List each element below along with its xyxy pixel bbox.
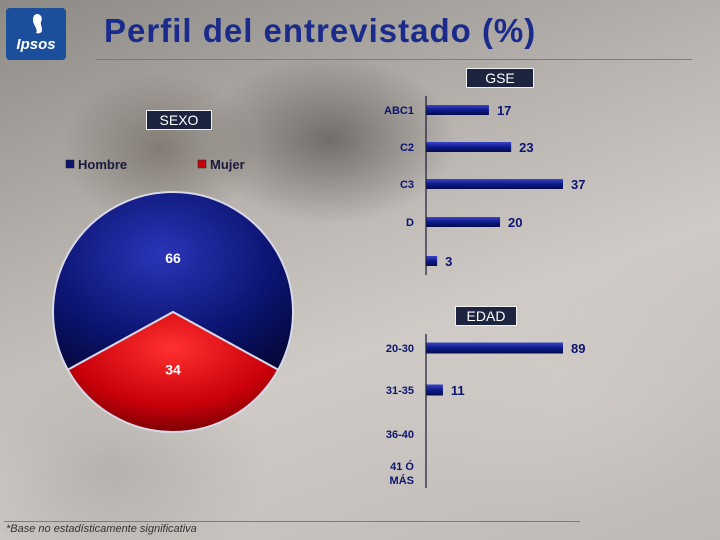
gse-tick-label-1: C2 <box>400 142 414 154</box>
pie-value-label-mujer: 34 <box>165 362 181 378</box>
edad-tick-label-3: 41 Ó <box>390 460 414 473</box>
legend-label-mujer: Mujer <box>210 157 245 172</box>
gse-tick-label-3: D <box>406 217 414 229</box>
pie-slice-hombre <box>52 191 294 372</box>
gse-value-label-3: 20 <box>508 215 522 230</box>
ipsos-logo-mark <box>33 14 42 34</box>
edad-tick-label-3-line2: MÁS <box>390 474 414 487</box>
gse-tick-label-0: ABC1 <box>384 105 414 117</box>
gse-bar-3 <box>426 217 501 227</box>
edad-bar-0 <box>426 342 563 354</box>
gse-value-label-2: 37 <box>571 177 585 192</box>
edad-bar-1 <box>426 384 443 396</box>
logo-text: Ipsos <box>16 36 56 53</box>
pie-value-label-hombre: 66 <box>165 250 181 266</box>
title-divider <box>96 59 692 60</box>
pie-slice-mujer <box>66 310 280 433</box>
edad-tick-label-1: 31-35 <box>386 385 414 397</box>
edad-value-label-1: 11 <box>451 383 465 398</box>
edad-tick-label-0: 20-30 <box>386 343 414 355</box>
gse-bar-4 <box>426 256 438 266</box>
edad-value-label-0: 89 <box>571 341 585 356</box>
page-title: Perfil del entrevistado (%) <box>104 12 537 49</box>
footnote: *Base no estadísticamente significativa <box>6 523 197 535</box>
legend-swatch-hombre <box>65 159 75 169</box>
footer-divider <box>4 521 580 522</box>
legend-label-hombre: Hombre <box>78 157 127 172</box>
ipsos-logo: Ipsos <box>6 8 66 60</box>
legend-swatch-mujer <box>197 159 207 169</box>
gse-bar-0 <box>426 105 489 115</box>
gse-bar-1 <box>426 142 512 152</box>
edad-tick-label-2: 36-40 <box>386 429 414 441</box>
sexo-section-tag: SEXO <box>146 110 212 130</box>
gse-value-label-0: 17 <box>497 103 511 118</box>
edad-section-tag: EDAD <box>455 306 517 326</box>
gse-value-label-4: 3 <box>445 254 452 269</box>
gse-bar-2 <box>426 179 563 189</box>
gse-value-label-1: 23 <box>519 140 533 155</box>
gse-tick-label-2: C3 <box>400 179 414 191</box>
gse-section-tag: GSE <box>466 68 534 88</box>
